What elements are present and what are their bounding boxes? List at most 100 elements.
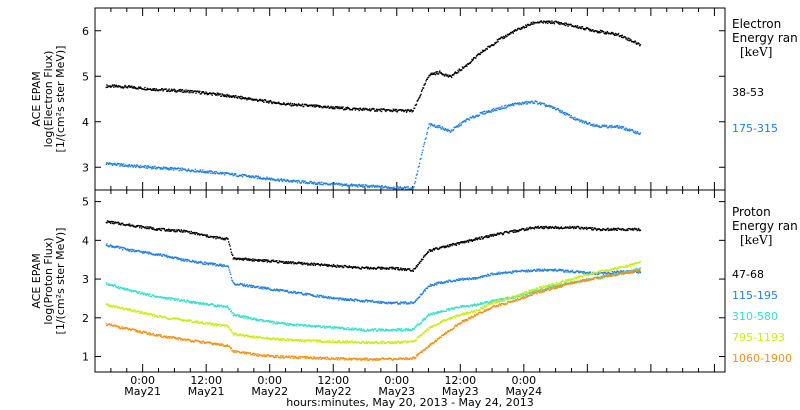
- data-point: [111, 85, 113, 87]
- data-point: [523, 102, 526, 104]
- data-point: [250, 97, 252, 100]
- data-point: [283, 178, 286, 181]
- data-point: [601, 229, 604, 231]
- data-point: [457, 242, 460, 244]
- data-point: [415, 266, 417, 269]
- data-point: [114, 84, 116, 87]
- data-point: [135, 165, 137, 168]
- data-point: [409, 302, 411, 304]
- data-point: [179, 90, 181, 92]
- data-point: [319, 105, 321, 107]
- data-point: [217, 304, 219, 306]
- data-point: [231, 253, 233, 255]
- data-point: [146, 89, 148, 91]
- data-point: [371, 299, 374, 302]
- data-point: [509, 105, 511, 107]
- data-point: [458, 71, 460, 73]
- data-point: [165, 255, 167, 257]
- data-point: [476, 114, 478, 116]
- data-point: [451, 307, 453, 309]
- data-point: [128, 163, 130, 166]
- data-point: [437, 248, 439, 250]
- data-point: [391, 342, 393, 345]
- data-point: [126, 249, 128, 251]
- data-point: [265, 337, 267, 339]
- data-point: [459, 306, 461, 309]
- data-point: [190, 170, 192, 173]
- data-point: [617, 32, 620, 35]
- data-point: [596, 124, 598, 126]
- data-point: [258, 260, 260, 262]
- data-point: [551, 269, 554, 271]
- data-point: [348, 341, 350, 343]
- data-point: [326, 265, 328, 267]
- data-point: [604, 271, 607, 273]
- data-point: [214, 236, 216, 238]
- data-point: [354, 340, 357, 342]
- series-175-315: [105, 100, 642, 191]
- data-point: [307, 264, 309, 266]
- data-point: [588, 123, 590, 125]
- data-point: [314, 104, 316, 106]
- data-point: [113, 305, 116, 307]
- data-point: [593, 123, 595, 125]
- data-point: [116, 162, 119, 164]
- data-point: [532, 21, 534, 23]
- data-point: [433, 284, 435, 286]
- data-point: [455, 244, 458, 246]
- data-point: [400, 187, 402, 189]
- data-point: [513, 231, 516, 233]
- data-point: [142, 294, 145, 296]
- data-point: [268, 177, 271, 179]
- data-point: [616, 229, 618, 231]
- data-point: [177, 229, 179, 231]
- data-point: [322, 326, 324, 328]
- data-point: [388, 330, 390, 332]
- electron-ytick-label: 3: [82, 161, 89, 174]
- data-point: [233, 333, 236, 336]
- data-point: [561, 110, 564, 112]
- data-point: [447, 281, 449, 283]
- data-point: [421, 319, 423, 321]
- data-point: [226, 325, 229, 327]
- data-point: [539, 268, 541, 271]
- data-point: [454, 126, 456, 129]
- data-point: [488, 302, 491, 304]
- data-point: [178, 257, 180, 259]
- data-point: [391, 330, 393, 332]
- data-point: [324, 263, 326, 265]
- data-point: [397, 268, 399, 271]
- data-point: [210, 172, 212, 174]
- data-point: [581, 121, 584, 124]
- data-point: [208, 322, 211, 324]
- data-point: [227, 306, 229, 309]
- data-point: [403, 110, 406, 112]
- data-point: [529, 226, 531, 228]
- data-point: [337, 106, 339, 108]
- data-point: [148, 228, 150, 230]
- data-point: [517, 102, 519, 104]
- data-point: [302, 338, 304, 341]
- data-point: [415, 339, 418, 341]
- data-point: [128, 289, 130, 291]
- data-point: [501, 232, 503, 235]
- data-point: [313, 183, 315, 185]
- data-point: [587, 27, 589, 30]
- data-point: [638, 228, 640, 231]
- data-point: [386, 342, 388, 344]
- data-point: [254, 258, 256, 261]
- data-point: [520, 28, 522, 31]
- data-point: [575, 227, 577, 229]
- data-point: [309, 263, 311, 265]
- data-point: [320, 263, 323, 265]
- data-point: [520, 103, 523, 106]
- data-point: [453, 73, 455, 75]
- data-point: [138, 225, 140, 227]
- data-point: [207, 262, 209, 264]
- data-point: [528, 291, 531, 293]
- data-point: [174, 90, 176, 93]
- data-point: [267, 319, 270, 322]
- data-point: [627, 129, 630, 131]
- data-point: [549, 106, 551, 108]
- data-point: [589, 227, 591, 229]
